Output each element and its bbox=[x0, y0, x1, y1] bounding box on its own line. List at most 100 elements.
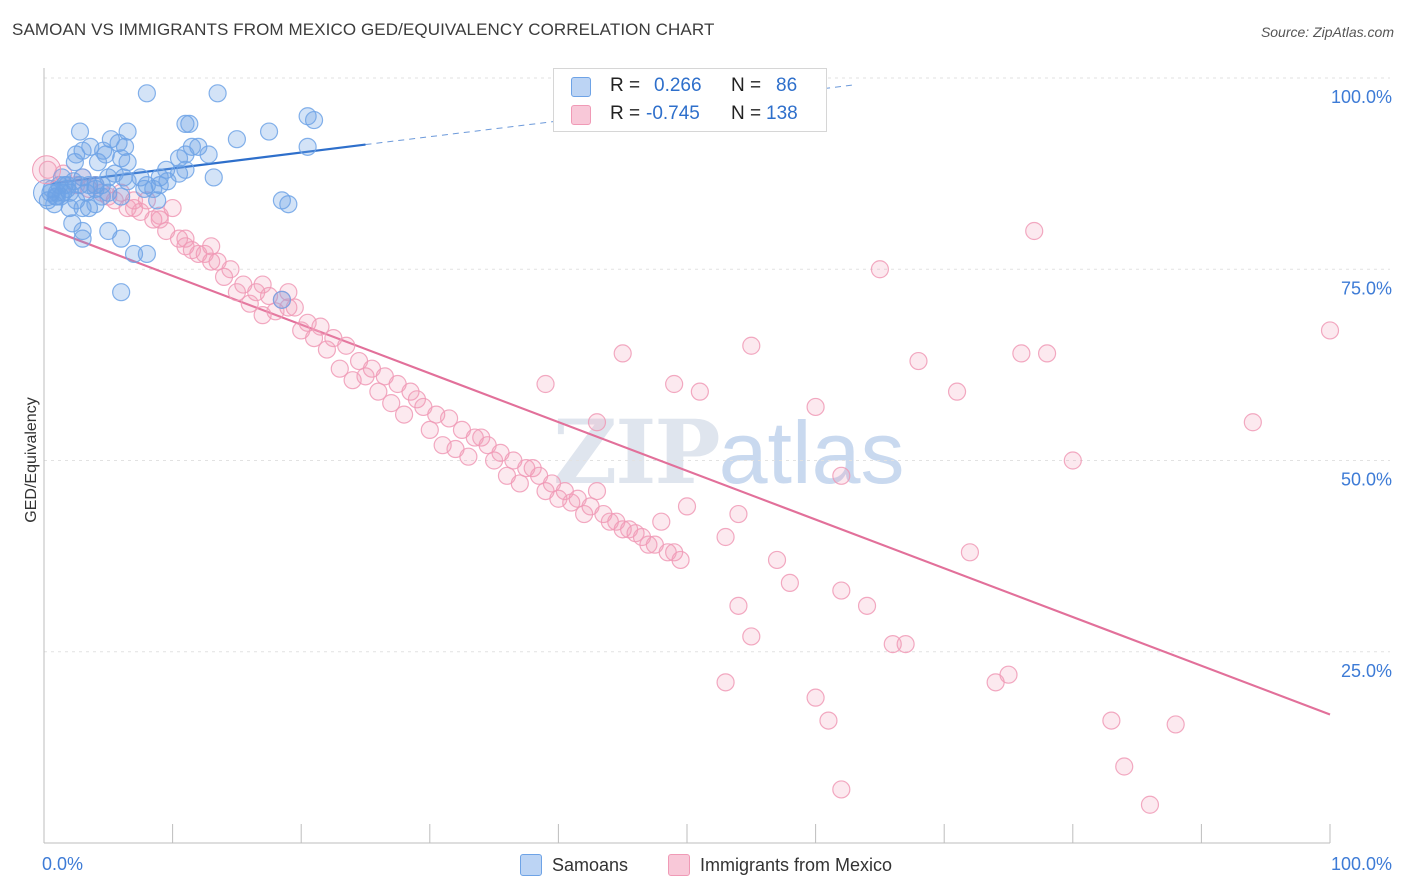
mexico-point bbox=[947, 382, 967, 401]
samoans-point bbox=[52, 168, 72, 187]
mexico-point bbox=[832, 780, 851, 799]
r-label: R = bbox=[610, 75, 641, 96]
samoans-point bbox=[65, 153, 84, 172]
r-value: 0.266 bbox=[654, 75, 702, 96]
mexico-point bbox=[214, 267, 234, 286]
mexico-point bbox=[587, 413, 607, 432]
mexico-point bbox=[1063, 451, 1082, 470]
mexico-point bbox=[394, 405, 414, 424]
mexico-point bbox=[896, 634, 915, 654]
samoans-legend-swatch bbox=[520, 854, 542, 876]
mexico-point bbox=[909, 351, 928, 371]
mexico-point bbox=[857, 596, 877, 615]
samoans-point bbox=[180, 114, 199, 134]
mexico-point bbox=[1140, 795, 1160, 814]
n-label: N = bbox=[731, 75, 762, 96]
samoans-point bbox=[70, 122, 90, 141]
mexico-point bbox=[1025, 221, 1044, 241]
samoans-point bbox=[73, 221, 92, 241]
mexico-point bbox=[1243, 413, 1262, 432]
mexico-point bbox=[716, 673, 735, 692]
mexico-point bbox=[32, 155, 62, 185]
mexico-point bbox=[1320, 321, 1340, 340]
r-value: -0.745 bbox=[646, 103, 700, 124]
mexico-point bbox=[716, 527, 735, 547]
trend-lines bbox=[43, 84, 1331, 716]
y-axis-label: GED/Equivalency bbox=[23, 397, 40, 522]
mexico-point bbox=[806, 397, 825, 417]
samoans-swatch bbox=[571, 77, 591, 97]
samoans-point bbox=[150, 176, 169, 195]
y-tick-label: 50.0% bbox=[1341, 470, 1392, 490]
mexico-point bbox=[337, 336, 356, 355]
mexico-point bbox=[562, 493, 581, 512]
samoans-point bbox=[304, 110, 324, 130]
mexico-point bbox=[832, 466, 851, 485]
mexico-point bbox=[202, 237, 221, 256]
samoans-legend-label: Samoans bbox=[552, 855, 629, 875]
mexico-point bbox=[652, 512, 671, 531]
mexico-point bbox=[639, 535, 658, 554]
mexico-point bbox=[690, 382, 709, 401]
mexico-point bbox=[356, 367, 375, 386]
mexico-point bbox=[626, 524, 645, 543]
y-tick-label: 25.0% bbox=[1341, 661, 1392, 681]
r-label: R = bbox=[610, 103, 641, 124]
samoans-point bbox=[137, 244, 156, 264]
samoans-point bbox=[272, 290, 292, 309]
mexico-point bbox=[510, 474, 529, 493]
mexico-point bbox=[729, 596, 748, 615]
mexico-point bbox=[137, 191, 156, 210]
samoans-point bbox=[208, 84, 227, 103]
mexico-point bbox=[472, 428, 491, 447]
mexico-point bbox=[960, 543, 980, 562]
mexico-swatch bbox=[571, 105, 591, 125]
samoans-point bbox=[73, 198, 92, 218]
mexico-point bbox=[311, 317, 330, 336]
samoans-point bbox=[109, 133, 128, 153]
mexico-point bbox=[1166, 715, 1185, 734]
mexico-point bbox=[587, 482, 607, 501]
mexico-point bbox=[150, 210, 169, 229]
mexico-point bbox=[729, 504, 748, 524]
mexico-point bbox=[523, 459, 542, 478]
chart-title: SAMOAN VS IMMIGRANTS FROM MEXICO GED/EQU… bbox=[12, 20, 715, 39]
samoans-point bbox=[204, 168, 223, 187]
samoans-point bbox=[137, 84, 156, 103]
mexico-point bbox=[883, 634, 902, 654]
samoans-point bbox=[112, 283, 131, 302]
mexico-point bbox=[665, 374, 684, 394]
mexico-point bbox=[382, 394, 401, 413]
mexico-point bbox=[870, 260, 890, 279]
y-tick-label: 100.0% bbox=[1331, 87, 1392, 107]
mexico-point bbox=[485, 451, 504, 470]
samoans-point bbox=[67, 145, 86, 164]
samoans-point bbox=[33, 179, 61, 207]
n-value: 138 bbox=[766, 103, 798, 124]
samoans-point bbox=[112, 229, 131, 248]
mexico-point bbox=[536, 374, 555, 394]
samoans-point bbox=[73, 229, 92, 248]
mexico-point bbox=[202, 252, 221, 271]
mexico-point bbox=[999, 665, 1018, 684]
samoans-point bbox=[114, 168, 133, 187]
mexico-point bbox=[227, 283, 246, 302]
mexico-point bbox=[369, 382, 388, 401]
samoans-point bbox=[227, 130, 246, 149]
samoans-point bbox=[182, 137, 201, 156]
n-label: N = bbox=[731, 103, 762, 124]
mexico-point bbox=[780, 573, 799, 593]
samoans-point bbox=[176, 160, 195, 179]
mexico-point bbox=[1115, 757, 1134, 776]
samoans-point bbox=[189, 137, 208, 156]
mexico-point bbox=[832, 581, 851, 600]
mexico-point bbox=[613, 344, 632, 363]
mexico-point bbox=[767, 550, 787, 570]
samoans-point bbox=[279, 195, 298, 214]
mexico-point bbox=[575, 504, 594, 524]
mexico-point bbox=[420, 420, 439, 439]
mexico-point bbox=[742, 336, 761, 355]
mexico-legend-label: Immigrants from Mexico bbox=[700, 855, 893, 875]
mexico-point bbox=[1037, 344, 1057, 363]
